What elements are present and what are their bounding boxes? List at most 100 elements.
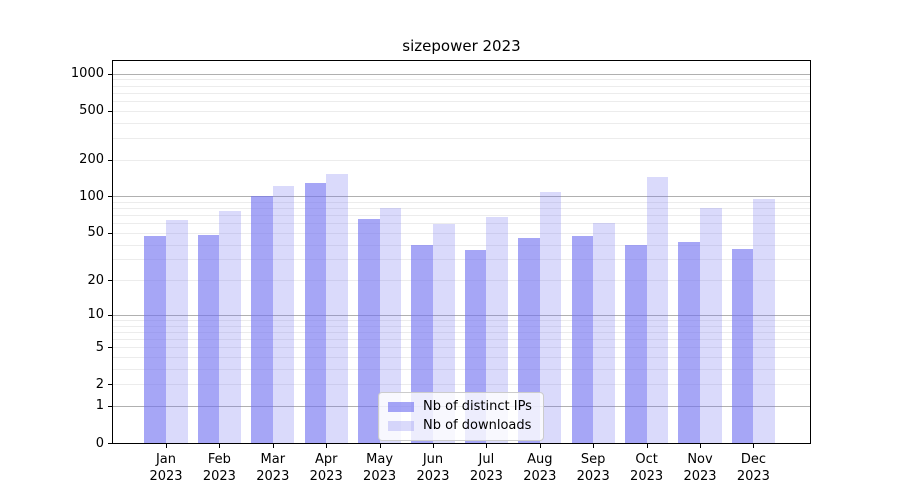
minor-gridline [113,159,810,161]
bar-nb-of-distinct-ips-dec [731,248,754,443]
y-tick-label: 100 [79,188,104,204]
x-tick-mark [166,444,167,448]
x-tick-mark [326,444,328,448]
x-tick-label-dec: Dec 2023 [736,452,770,484]
y-tick-mark [108,314,112,316]
x-tick-label-oct: Oct 2023 [630,452,664,484]
minor-gridline [113,85,810,87]
x-tick-mark [219,444,221,448]
x-tick-mark [539,444,541,448]
bar-nb-of-distinct-ips-sep [571,236,594,443]
bars [113,61,810,443]
bar-nb-of-downloads-may [379,208,402,443]
y-tick-label: 500 [79,103,104,119]
minor-gridline [113,325,810,327]
minor-gridline [113,232,810,234]
major-gridline [113,196,810,198]
minor-gridline [113,208,810,210]
minor-gridline [113,319,810,321]
bar-nb-of-downloads-jan [166,219,188,443]
y-tick-label: 10 [87,307,104,323]
bar-nb-of-distinct-ips-nov [678,241,700,443]
legend-item-downloads: Nb of downloads [388,418,533,434]
legend: Nb of distinct IPs Nb of downloads [378,392,544,441]
bar-nb-of-downloads-apr [326,173,348,443]
y-tick-mark [108,347,112,349]
minor-gridline [113,244,810,246]
y-tick-label: 50 [87,225,104,241]
x-tick-label-jun: Jun 2023 [416,452,450,484]
y-tick-mark [108,384,112,386]
y-tick-mark [108,159,112,161]
legend-item-distinct-ips: Nb of distinct IPs [388,399,533,415]
bar-nb-of-downloads-feb [219,210,242,443]
y-tick-mark [108,73,112,75]
x-tick-label-apr: Apr 2023 [309,452,343,484]
y-tick-label: 5 [95,339,104,355]
major-gridline [113,314,810,316]
bar-nb-of-downloads-jul [486,217,509,443]
minor-gridline [113,331,810,333]
bar-nb-of-distinct-ips-may [357,219,380,443]
bar-nb-of-distinct-ips-oct [624,244,647,443]
x-tick-mark [700,444,701,448]
bar-nb-of-downloads-aug [539,192,562,443]
x-tick-mark [646,444,648,448]
x-tick-label-feb: Feb 2023 [202,452,236,484]
minor-gridline [113,215,810,217]
minor-gridline [113,201,810,203]
minor-gridline [113,259,810,261]
bar-nb-of-downloads-oct [646,177,669,443]
major-gridline [113,73,810,75]
x-tick-mark [486,444,488,448]
bar-nb-of-downloads-sep [593,223,615,443]
plot-area [112,60,811,444]
minor-gridline [113,339,810,340]
minor-gridline [113,122,810,124]
x-tick-mark [753,444,755,448]
x-tick-mark [433,444,434,448]
legend-swatch-distinct-ips [388,402,414,412]
chart-title: sizepower 2023 [402,37,521,55]
x-tick-label-sep: Sep 2023 [576,452,610,484]
bar-nb-of-distinct-ips-mar [251,196,273,443]
y-tick-mark [108,405,112,407]
y-tick-label: 20 [87,272,104,288]
legend-swatch-downloads [388,421,414,431]
minor-gridline [113,347,810,349]
bar-nb-of-downloads-dec [753,198,776,443]
bar-nb-of-distinct-ips-jan [144,236,166,443]
x-tick-mark [379,444,381,448]
x-tick-mark [272,444,274,448]
minor-gridline [113,280,810,282]
bar-nb-of-distinct-ips-apr [304,182,327,443]
legend-label-downloads: Nb of downloads [423,418,532,433]
y-tick-mark [108,196,112,198]
bar-nb-of-downloads-nov [700,208,722,443]
minor-gridline [113,92,810,94]
minor-gridline [113,356,810,358]
y-tick-label: 1 [95,398,104,414]
x-tick-label-jul: Jul 2023 [469,452,503,484]
bar-nb-of-downloads-mar [272,186,295,443]
bar-nb-of-downloads-jun [433,224,455,443]
y-tick-mark [108,110,112,112]
minor-gridline [113,79,810,81]
minor-gridline [113,384,810,386]
y-tick-mark [108,232,112,234]
bar-nb-of-distinct-ips-feb [197,235,220,443]
gridlines [113,61,810,443]
minor-gridline [113,137,810,139]
minor-gridline [113,110,810,112]
y-tick-label: 200 [79,152,104,168]
x-tick-label-nov: Nov 2023 [683,452,717,484]
minor-gridline [113,101,810,103]
y-tick-label: 0 [95,435,104,451]
bar-nb-of-distinct-ips-aug [518,238,540,443]
y-tick-label: 2 [95,376,104,392]
y-tick-label: 1000 [70,66,104,82]
minor-gridline [113,368,810,370]
y-tick-mark [108,443,112,444]
x-tick-label-mar: Mar 2023 [256,452,290,484]
